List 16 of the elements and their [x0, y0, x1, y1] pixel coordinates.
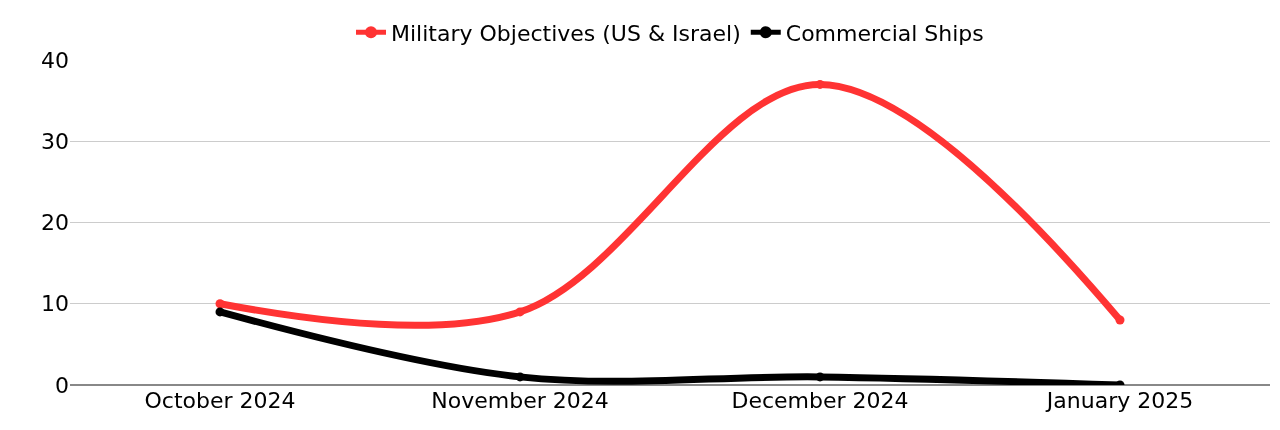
y-tick-label: 0	[55, 372, 69, 398]
y-tick-label: 40	[41, 47, 69, 73]
point	[215, 307, 225, 317]
point	[515, 307, 525, 317]
point	[815, 79, 825, 89]
x-tick-label: October 2024	[144, 388, 296, 413]
y-tick-label: 20	[41, 210, 69, 236]
x-tick-label: December 2024	[731, 388, 909, 413]
point	[1115, 315, 1125, 325]
legend-label: Military Objectives (US & Israel)	[391, 20, 741, 46]
x-tick-label: November 2024	[431, 388, 609, 413]
y-tick-label: 30	[41, 128, 69, 154]
x-tick-label: January 2025	[1044, 388, 1194, 413]
y-tick-label: 10	[41, 291, 69, 317]
point	[815, 372, 825, 382]
legend-label: Commercial Ships	[785, 20, 984, 46]
